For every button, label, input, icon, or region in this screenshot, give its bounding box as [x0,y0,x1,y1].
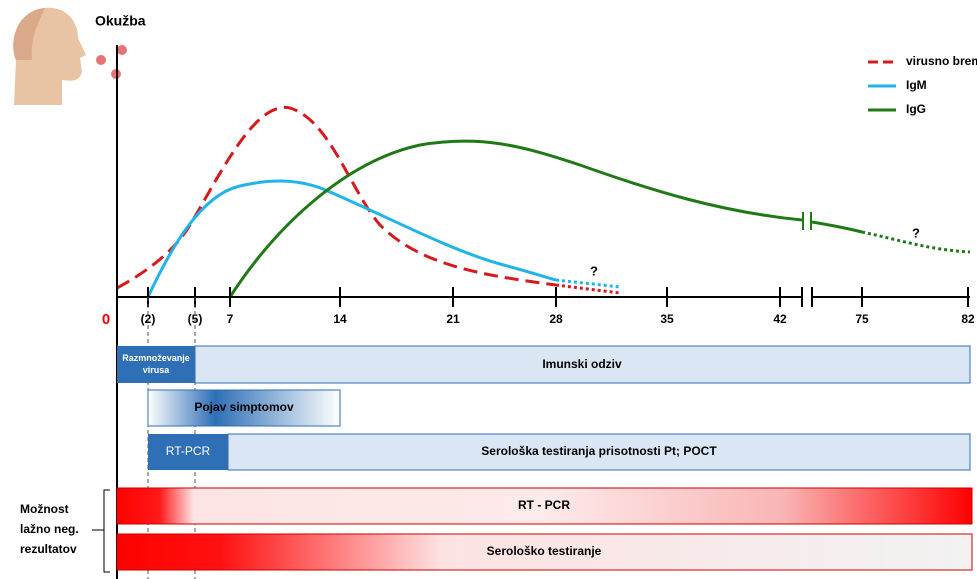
bar-label: Serološko testiranje [487,544,602,558]
tick-label: 0 [102,311,110,328]
igm-tail [556,280,620,287]
bar-label: Imunski odziv [542,357,622,371]
head-icon [13,8,86,105]
bar-label: Serološka testiranja prisotnosti Pt; POC… [481,444,717,458]
diagram: Okužba virusno breme IgM IgG ? ? 0(2)(5)… [0,0,977,579]
legend-label: virusno breme [906,54,977,68]
tick-label: 21 [446,312,460,326]
side-label: lažno neg. [20,522,79,536]
annotation: ? [590,263,598,278]
annotation: ? [912,225,920,240]
igg-curve [812,222,862,232]
legend-label: IgG [906,102,926,116]
bar-label: Pojav simptomov [194,400,294,414]
bracket [92,490,110,572]
side-label: rezultatov [20,542,77,556]
bar-label: RT - PCR [518,498,570,512]
tick-label: 75 [855,312,869,326]
tick-label: 35 [660,312,674,326]
side-label: Možnost [20,502,69,516]
title: Okužba [95,13,146,29]
tick-label: 28 [549,312,563,326]
tick-label: 42 [773,312,787,326]
igg-curve [230,141,802,297]
tick-label: 7 [227,312,234,326]
bar-label: RT-PCR [166,444,211,458]
legend-label: IgM [906,78,927,92]
tick-label: 14 [333,312,347,326]
igm-curve [148,181,556,297]
curves [117,107,970,297]
virus-icons [96,45,127,79]
tick-label: 82 [961,312,975,326]
